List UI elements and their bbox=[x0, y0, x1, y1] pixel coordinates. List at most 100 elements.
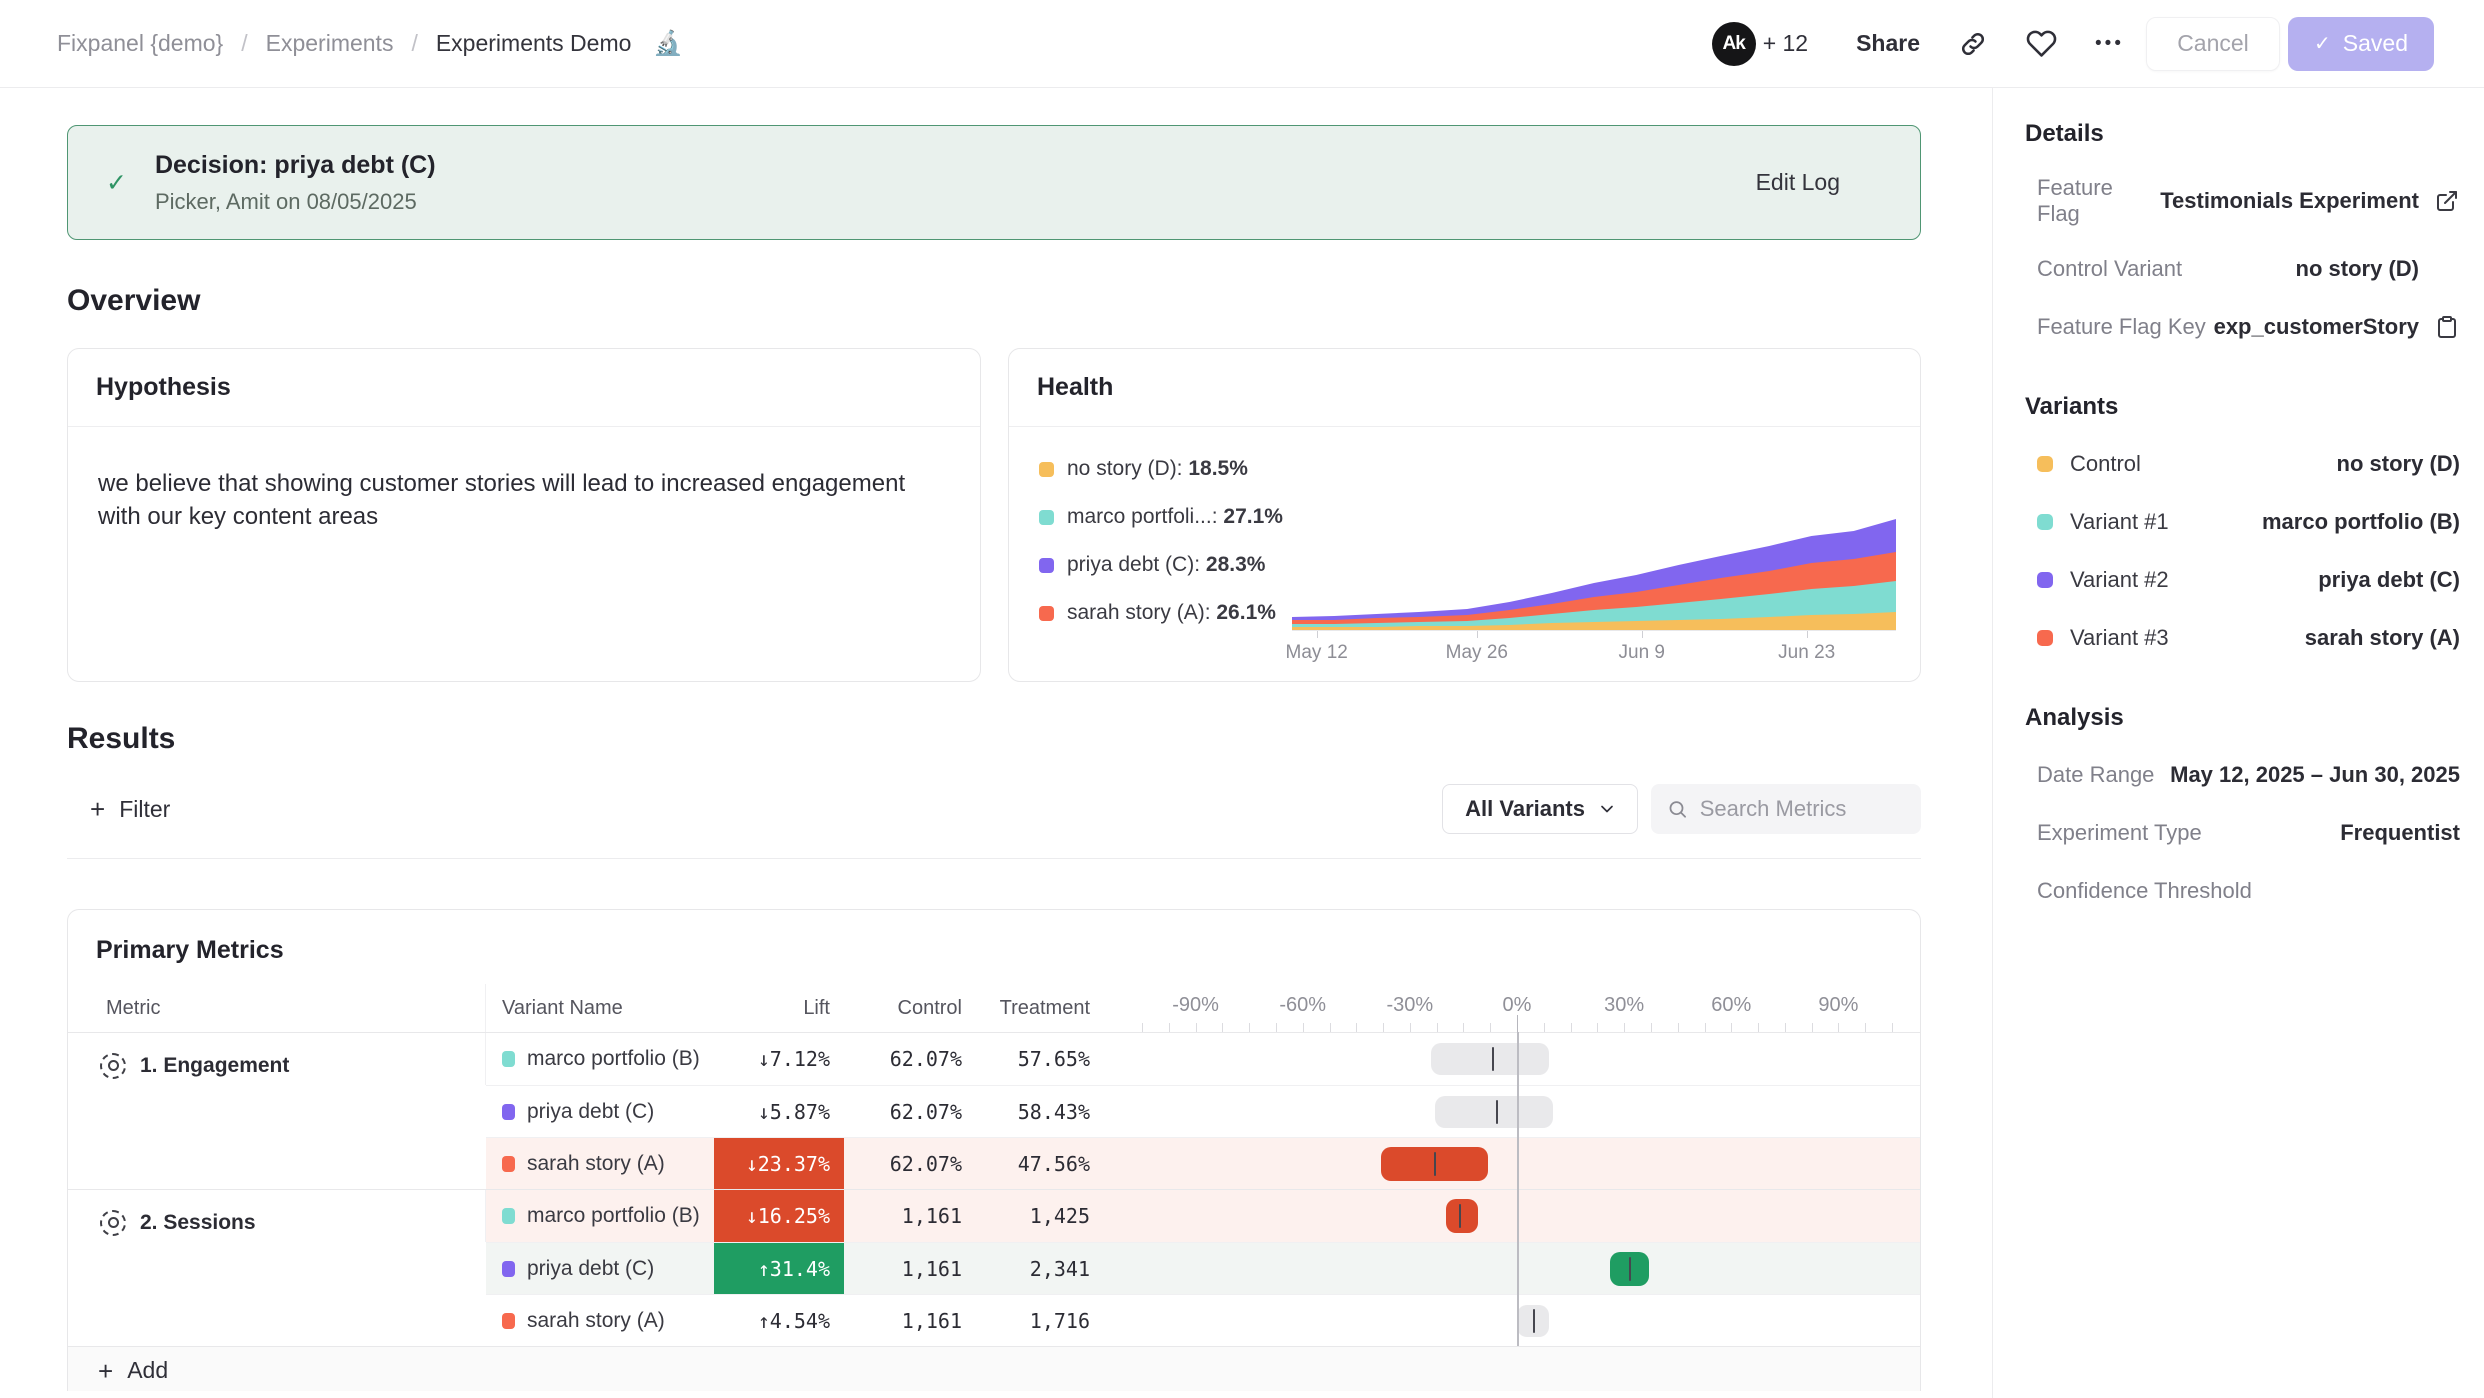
table-row[interactable]: marco portfolio (B)↓7.12%62.07%57.65% bbox=[486, 1033, 1920, 1085]
variant-cell: sarah story (A) bbox=[486, 1138, 714, 1189]
lift-value: ↑4.54% bbox=[758, 1309, 830, 1333]
main-content: ✓ Decision: priya debt (C) Picker, Amit … bbox=[0, 88, 1992, 1398]
confidence-interval-bar bbox=[1431, 1043, 1549, 1075]
table-row[interactable]: sarah story (A) ↑4.54% 1,161 1,716 bbox=[486, 1294, 1920, 1346]
add-filter-button[interactable]: + Filter bbox=[67, 796, 170, 823]
x-axis-label: May 26 bbox=[1446, 642, 1508, 664]
breadcrumb-project[interactable]: Fixpanel {demo} bbox=[57, 30, 223, 57]
legend-label: no story (D): 18.5% bbox=[1067, 457, 1248, 481]
edit-log-button[interactable]: Edit Log bbox=[1756, 169, 1840, 196]
variant-row: Controlno story (D) bbox=[2025, 448, 2460, 480]
treatment-cell: 1,716 bbox=[974, 1295, 1102, 1346]
table-row[interactable]: priya debt (C)↓5.87%62.07%58.43% bbox=[486, 1085, 1920, 1137]
treatment-value: 1,716 bbox=[1030, 1309, 1090, 1333]
analysis-label: Date Range bbox=[2037, 762, 2154, 788]
metric-group: 1. Engagement marco portfolio (B)↓7.12%62… bbox=[68, 1032, 1920, 1189]
details-value: Testimonials Experiment bbox=[2160, 188, 2419, 214]
lift-axis-tick bbox=[1196, 1023, 1197, 1032]
hypothesis-card: Hypothesis we believe that showing custo… bbox=[67, 348, 981, 682]
lift-point-marker bbox=[1629, 1257, 1631, 1281]
variant-name: sarah story (A) bbox=[527, 1152, 665, 1176]
favorite-button[interactable] bbox=[2026, 28, 2057, 59]
more-menu-button[interactable]: ••• bbox=[2095, 33, 2124, 55]
topbar: Fixpanel {demo} / Experiments / Experime… bbox=[0, 0, 2484, 88]
variant-label: Variant #1 bbox=[2070, 509, 2169, 535]
confidence-interval-cell bbox=[1102, 1033, 1920, 1085]
add-metric-button[interactable]: + Add bbox=[68, 1346, 1920, 1391]
variants-dropdown[interactable]: All Variants bbox=[1442, 784, 1638, 834]
variants-heading: Variants bbox=[2025, 393, 2460, 421]
breadcrumb-experiments[interactable]: Experiments bbox=[266, 30, 394, 57]
saved-button[interactable]: ✓ Saved bbox=[2288, 17, 2434, 71]
metric-name: 2. Sessions bbox=[140, 1211, 256, 1235]
details-label: Control Variant bbox=[2037, 256, 2182, 282]
control-cell: 1,161 bbox=[844, 1243, 974, 1294]
results-divider bbox=[67, 858, 1921, 859]
lift-axis-tick bbox=[1597, 1023, 1598, 1032]
legend-label: priya debt (C): 28.3% bbox=[1067, 553, 1265, 577]
variant-swatch bbox=[502, 1313, 515, 1329]
treatment-cell: 58.43% bbox=[974, 1086, 1102, 1137]
variant-cell: sarah story (A) bbox=[486, 1295, 714, 1346]
lift-axis-tick bbox=[1222, 1023, 1223, 1032]
details-row: Feature FlagTestimonials Experiment bbox=[2025, 175, 2460, 227]
external-link-icon bbox=[2435, 189, 2459, 213]
legend-swatch bbox=[1039, 510, 1054, 525]
lift-axis-tick bbox=[1651, 1023, 1652, 1032]
check-icon: ✓ bbox=[2314, 31, 2331, 56]
confidence-interval-cell bbox=[1102, 1295, 1920, 1346]
hypothesis-title: Hypothesis bbox=[68, 349, 980, 427]
lift-axis-label: 90% bbox=[1818, 994, 1858, 1017]
treatment-value: 58.43% bbox=[1018, 1100, 1090, 1124]
control-cell: 62.07% bbox=[844, 1138, 974, 1189]
lift-axis-label: -60% bbox=[1279, 994, 1326, 1017]
control-value: 62.07% bbox=[890, 1152, 962, 1176]
variant-swatch bbox=[502, 1156, 515, 1172]
results-heading: Results bbox=[67, 722, 1921, 756]
variant-swatch bbox=[2037, 572, 2053, 588]
lift-point-marker bbox=[1496, 1100, 1498, 1124]
lift-axis-tick bbox=[1758, 1023, 1759, 1032]
table-row[interactable]: sarah story (A)↓23.37%62.07%47.56% bbox=[486, 1137, 1920, 1189]
legend-value: 27.1% bbox=[1223, 505, 1283, 528]
external-link-button[interactable] bbox=[2434, 189, 2460, 213]
legend-value: 18.5% bbox=[1188, 457, 1248, 480]
lift-value: ↑31.4% bbox=[758, 1257, 830, 1281]
variant-label: Variant #2 bbox=[2070, 567, 2169, 593]
check-icon: ✓ bbox=[106, 168, 127, 198]
lift-axis-tick bbox=[1303, 1023, 1304, 1032]
table-row[interactable]: marco portfolio (B)↓16.25%1,1611,425 bbox=[486, 1190, 1920, 1242]
analysis-value: May 12, 2025 – Jun 30, 2025 bbox=[2170, 762, 2460, 788]
metric-rows: marco portfolio (B)↓16.25%1,1611,425priy… bbox=[486, 1190, 1920, 1346]
treatment-value: 2,341 bbox=[1030, 1257, 1090, 1281]
cancel-button[interactable]: Cancel bbox=[2146, 17, 2280, 71]
confidence-interval-cell bbox=[1102, 1086, 1920, 1137]
legend-value: 28.3% bbox=[1206, 553, 1266, 576]
search-metrics-input[interactable] bbox=[1700, 796, 1905, 822]
avatar[interactable]: Ak bbox=[1712, 22, 1756, 66]
metric-name: 1. Engagement bbox=[140, 1054, 289, 1078]
lift-axis-tick bbox=[1517, 1015, 1518, 1032]
copy-link-button[interactable] bbox=[1958, 29, 1988, 59]
search-metrics-box bbox=[1651, 784, 1921, 834]
control-value: 1,161 bbox=[902, 1309, 962, 1333]
lift-point-marker bbox=[1533, 1309, 1535, 1333]
lift-axis-label: 30% bbox=[1604, 994, 1644, 1017]
analysis-heading: Analysis bbox=[2025, 704, 2460, 732]
copy-button[interactable] bbox=[2434, 315, 2460, 339]
metric-group: 2. Sessions marco portfolio (B)↓16.25%1,1… bbox=[68, 1189, 1920, 1346]
variant-name: priya debt (C) bbox=[527, 1257, 654, 1281]
variant-name: marco portfolio (B) bbox=[527, 1204, 700, 1228]
lift-axis-tick bbox=[1356, 1023, 1357, 1032]
decision-subtitle: Picker, Amit on 08/05/2025 bbox=[155, 189, 436, 215]
share-button[interactable]: Share bbox=[1856, 30, 1920, 57]
lift-axis-tick bbox=[1705, 1023, 1706, 1032]
lift-cell: ↑31.4% bbox=[714, 1243, 844, 1294]
analysis-label: Confidence Threshold bbox=[2037, 878, 2252, 904]
lift-axis-tick bbox=[1838, 1023, 1839, 1032]
variant-value: sarah story (A) bbox=[2305, 625, 2460, 651]
table-row[interactable]: priya debt (C) ↑31.4% 1,161 2,341 bbox=[486, 1242, 1920, 1294]
search-icon bbox=[1667, 797, 1688, 821]
variant-value: priya debt (C) bbox=[2318, 567, 2460, 593]
treatment-cell: 2,341 bbox=[974, 1243, 1102, 1294]
